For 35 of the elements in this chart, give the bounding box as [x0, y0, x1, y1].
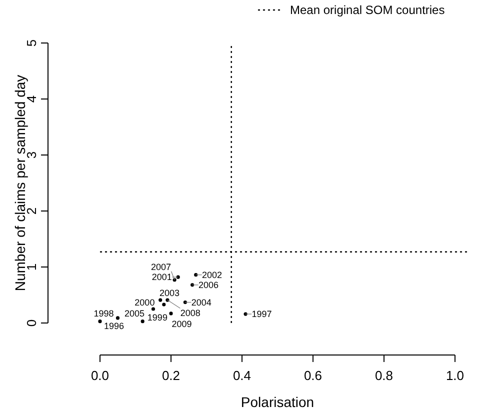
- x-axis-title: Polarisation: [240, 394, 314, 410]
- x-tick-label: 0.6: [304, 368, 322, 383]
- point: [176, 275, 180, 279]
- annotation: 2004: [191, 297, 212, 308]
- annotation: 2001: [152, 272, 172, 282]
- annotation: 2006: [198, 280, 219, 290]
- point: [151, 307, 156, 311]
- annotation: 2005: [124, 308, 145, 319]
- x-tick-label: 0.4: [232, 368, 252, 383]
- annotation: 1999: [147, 312, 168, 323]
- x-tick-label: 0.8: [374, 368, 394, 383]
- annotation: 2007: [151, 262, 172, 272]
- point: [98, 320, 102, 324]
- annotation: 2002: [202, 270, 222, 280]
- point: [158, 298, 162, 302]
- point: [140, 320, 144, 324]
- annotation: 2003: [159, 288, 180, 298]
- y-tick-label: 5: [24, 39, 39, 47]
- point: [169, 312, 173, 316]
- annotation: 2009: [172, 318, 192, 329]
- y-tick-label: 0: [24, 319, 39, 327]
- annotation: 1996: [104, 320, 124, 331]
- x-tick-label: 0.2: [162, 368, 180, 383]
- annotation: 1998: [94, 308, 114, 318]
- point: [194, 273, 198, 277]
- x-tick-label: 1.0: [446, 368, 464, 383]
- point: [183, 300, 187, 304]
- x-tick-label: 0.0: [90, 368, 110, 383]
- legend-label: Mean original SOM countries: [290, 3, 445, 17]
- point: [190, 283, 194, 287]
- point: [116, 316, 120, 320]
- annotation: 2008: [180, 308, 200, 318]
- point: [162, 302, 166, 306]
- annotation: 2000: [134, 297, 155, 308]
- annotation: 1997: [252, 309, 272, 320]
